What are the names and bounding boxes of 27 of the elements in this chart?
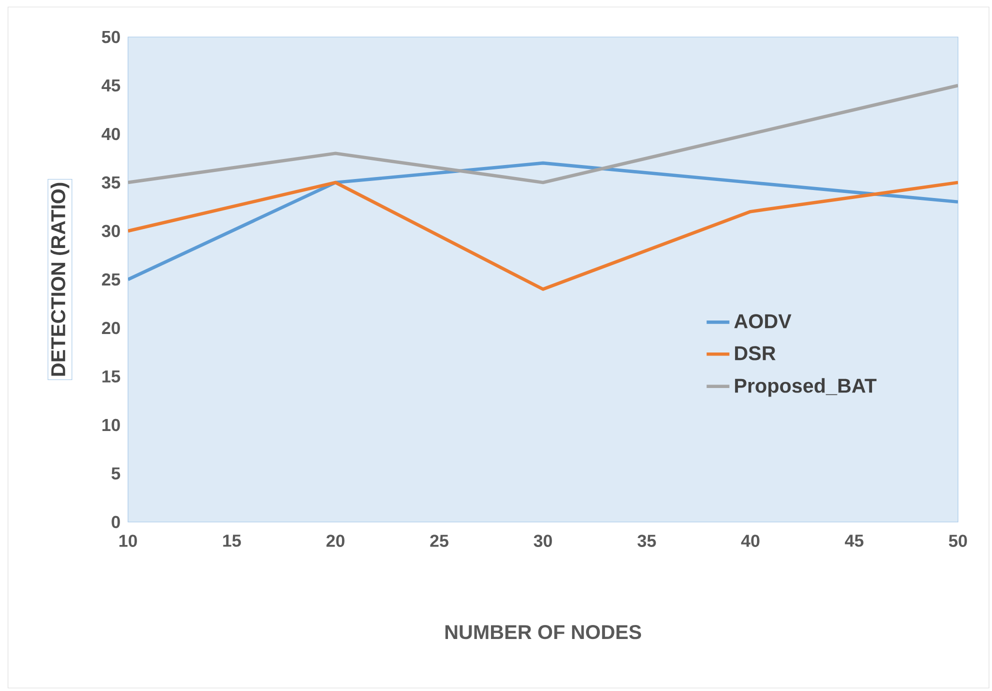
x-tick-label: 25: [430, 534, 448, 547]
y-tick-label: 0: [112, 516, 120, 528]
legend-label: Proposed_BAT: [735, 378, 876, 397]
line-series: [128, 84, 958, 184]
y-tick-label: 35: [102, 176, 120, 189]
y-tick-label: 50: [102, 30, 120, 44]
y-tick-label: 25: [102, 273, 120, 286]
y-tick-label: 10: [102, 418, 120, 432]
x-tick-label: 30: [534, 534, 552, 547]
legend-label: DSR: [735, 346, 776, 360]
x-tick-label: 15: [223, 534, 241, 547]
y-tick-label: 5: [112, 467, 120, 480]
line-series: [128, 180, 958, 291]
y-tick-label: 45: [102, 79, 120, 92]
line-series: [128, 161, 958, 282]
x-tick-label: 20: [326, 534, 344, 547]
x-tick-label: 50: [948, 534, 967, 547]
y-axis-title: DETECTION (RATIO): [50, 182, 70, 376]
legend-label: AODV: [734, 314, 792, 328]
x-axis-title: NUMBER OF NODES: [445, 625, 642, 640]
x-tick-label: 40: [741, 534, 760, 547]
x-tick-label: 35: [638, 534, 656, 547]
y-tick-label: 20: [102, 322, 120, 334]
x-tick-label: 45: [844, 534, 864, 547]
y-tick-label: 30: [102, 224, 120, 238]
y-tick-label: 15: [102, 370, 120, 383]
y-tick-label: 40: [102, 128, 120, 140]
